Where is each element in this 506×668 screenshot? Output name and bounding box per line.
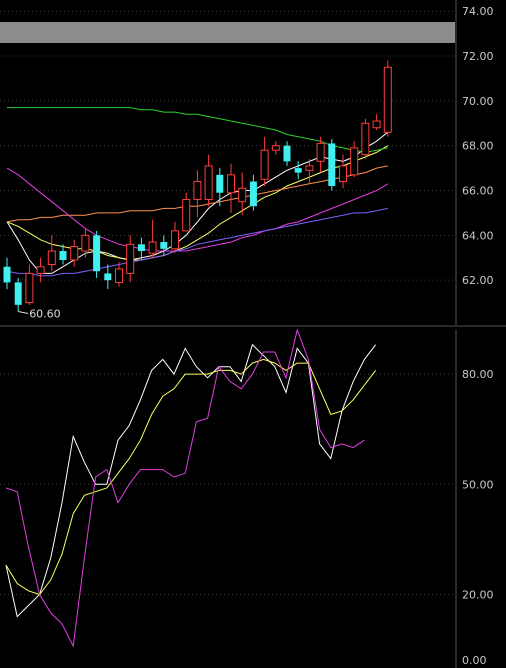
candle-body-up xyxy=(126,243,135,274)
candle xyxy=(283,141,291,166)
candle-body-up xyxy=(70,246,79,261)
indicator-tick-label: 80.00 xyxy=(462,368,494,381)
candle-body-down xyxy=(216,174,224,193)
candle-body-down xyxy=(3,266,11,283)
candle xyxy=(160,235,168,256)
candle-body-down xyxy=(93,235,101,272)
candle-body-up xyxy=(115,268,123,283)
oscillator-line-2 xyxy=(5,358,376,596)
candle xyxy=(339,154,347,189)
price-tick-label: 70.00 xyxy=(462,95,494,108)
indicator-axis-ticks: 80.00 50.00 20.00 0.00 xyxy=(462,368,494,667)
candle xyxy=(70,239,79,267)
candle xyxy=(3,257,11,290)
candle xyxy=(249,174,257,211)
candle xyxy=(372,114,381,130)
candle xyxy=(14,277,22,312)
candle-body-up xyxy=(47,250,56,265)
candle xyxy=(59,244,67,265)
price-tick-label: 62.00 xyxy=(462,274,494,287)
candle xyxy=(260,136,269,187)
price-tick-label: 74.00 xyxy=(462,5,494,18)
candle-body-up xyxy=(25,272,34,304)
candle-body-up xyxy=(238,187,247,203)
candle-body-up xyxy=(204,165,213,200)
candle-body-down xyxy=(14,282,22,305)
candle-body-up xyxy=(339,165,347,183)
candle xyxy=(104,264,112,290)
candle-body-up xyxy=(372,120,381,129)
candle xyxy=(47,235,56,272)
candle-body-up xyxy=(227,174,235,194)
low-price-label: 60.60 xyxy=(29,308,61,321)
candle-body-up xyxy=(305,165,314,171)
candle-body-down xyxy=(249,181,257,207)
candle-body-up xyxy=(36,266,45,274)
candle-body-up xyxy=(361,122,370,156)
candle xyxy=(216,168,224,207)
candle xyxy=(305,159,314,184)
price-tick-label: 66.00 xyxy=(462,185,494,198)
candle xyxy=(227,163,235,213)
candle-body-down xyxy=(160,242,168,249)
candle xyxy=(328,138,336,191)
candle-body-up xyxy=(260,149,269,180)
oscillator-line-1 xyxy=(5,343,376,618)
low-price-pointer xyxy=(18,311,29,315)
candle-body-up xyxy=(171,230,179,250)
candle xyxy=(316,136,325,173)
candle-body-down xyxy=(59,251,67,260)
candle-body-up xyxy=(383,66,392,133)
indicator-tick-label: 0.00 xyxy=(462,654,487,667)
candle xyxy=(361,118,370,160)
candle-body-down xyxy=(294,168,302,173)
candle-body-up xyxy=(316,142,325,162)
candle xyxy=(148,219,157,258)
candle xyxy=(383,60,392,137)
candle xyxy=(294,161,302,180)
price-tick-label: 64.00 xyxy=(462,229,494,242)
candle-body-up xyxy=(193,181,202,200)
candle-body-up xyxy=(271,145,280,151)
oscillator-line-3 xyxy=(5,328,365,648)
price-tick-label: 72.00 xyxy=(462,50,494,63)
candle xyxy=(193,170,202,218)
candle xyxy=(350,141,359,178)
oscillator-lines xyxy=(5,328,376,648)
candle-body-down xyxy=(137,244,145,252)
indicator-tick-label: 50.00 xyxy=(462,478,494,491)
candle xyxy=(93,230,101,278)
candle xyxy=(238,172,247,216)
candle-body-up xyxy=(148,241,157,254)
price-axis-ticks: 74.00 72.00 70.00 68.00 66.00 64.00 62.00 xyxy=(462,5,494,287)
low-price-marker: 60.60 xyxy=(18,308,61,321)
candle xyxy=(137,237,145,260)
ma-line-4 xyxy=(6,167,389,252)
candle xyxy=(25,264,34,305)
candle-body-down xyxy=(104,273,112,281)
candle-body-up xyxy=(81,234,90,252)
candle-body-down xyxy=(328,143,336,187)
ma-line-6 xyxy=(7,107,388,153)
candle xyxy=(115,262,123,287)
candle xyxy=(182,192,191,232)
candle xyxy=(171,221,179,254)
ma-line-5 xyxy=(6,207,388,277)
indicator-tick-label: 20.00 xyxy=(462,589,494,602)
price-tick-label: 68.00 xyxy=(462,140,494,153)
candle-body-down xyxy=(283,145,291,162)
candle xyxy=(204,154,213,207)
candlestick-series xyxy=(3,60,392,312)
candle xyxy=(81,228,90,258)
price-panel-scrollbar[interactable] xyxy=(0,22,455,43)
candle xyxy=(126,235,135,283)
candle xyxy=(36,257,45,283)
candle xyxy=(271,141,280,155)
candle-body-up xyxy=(350,147,359,176)
candle-body-up xyxy=(182,198,191,232)
